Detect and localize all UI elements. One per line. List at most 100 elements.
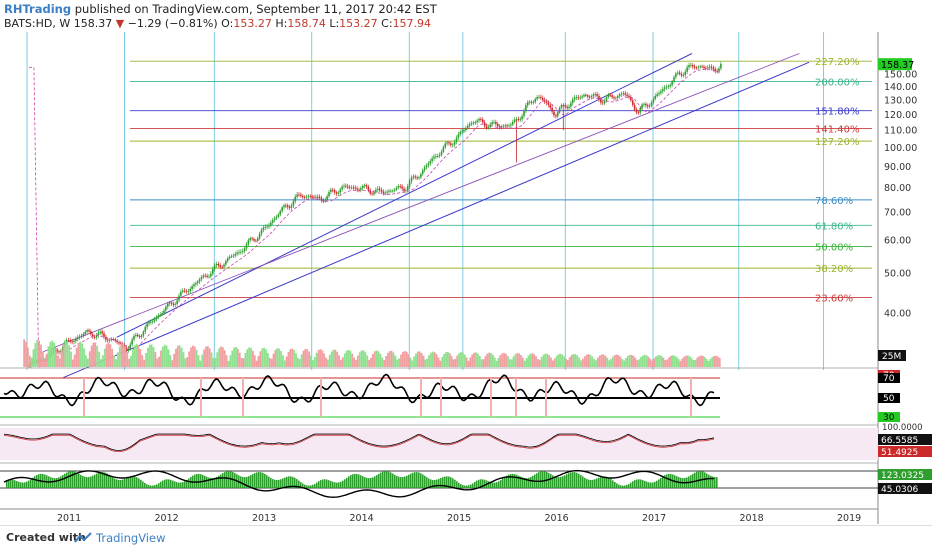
candle-body xyxy=(320,198,323,201)
candle-body xyxy=(213,265,216,270)
candle-body xyxy=(487,127,490,128)
candle-body xyxy=(316,196,319,198)
price-chart[interactable]: 23.60% 38.20% 50.00% 61.80% 78.60% 127.20% 141… xyxy=(0,32,932,525)
volume-bar xyxy=(265,349,267,367)
channel-lower-line xyxy=(62,61,810,379)
candle-body xyxy=(360,188,362,190)
macd-bar xyxy=(306,485,308,488)
fib-level-label: 38.20% xyxy=(815,264,853,275)
volume-bar xyxy=(491,354,494,367)
candle-body xyxy=(680,73,683,76)
candle-body xyxy=(590,96,593,98)
volume-bar xyxy=(681,358,684,367)
time-axis-tick-label: 2013 xyxy=(252,513,276,524)
macd-bar xyxy=(574,472,576,488)
price-axis-tick-label: 80.00 xyxy=(884,183,911,194)
macd-value-tag xyxy=(878,483,932,494)
tradingview-link[interactable]: TradingView xyxy=(96,531,166,545)
candle-body xyxy=(67,340,70,341)
candle-body xyxy=(101,331,103,334)
candle-body xyxy=(645,103,647,106)
candle-body xyxy=(193,284,195,287)
volume-bar xyxy=(574,354,577,367)
candle-body xyxy=(204,275,207,277)
volume-bar xyxy=(231,350,234,367)
fib-level-label: 61.80% xyxy=(815,221,853,232)
fib-level-label: 151.80% xyxy=(815,107,860,118)
candle-body xyxy=(103,333,105,337)
macd-bar xyxy=(204,475,206,488)
volume-bar xyxy=(405,351,408,367)
candle-body xyxy=(676,72,679,74)
candle-body xyxy=(656,94,658,96)
candle-body xyxy=(217,263,220,266)
macd-bar xyxy=(532,475,534,488)
macd-bar xyxy=(320,480,322,488)
volume-bar xyxy=(278,348,281,367)
symbol-label[interactable]: BATS:HD, W xyxy=(4,17,71,30)
candle-body xyxy=(170,302,173,304)
macd-bar xyxy=(304,484,306,488)
candle-body xyxy=(339,189,342,193)
volume-bar xyxy=(173,353,176,367)
candle-body xyxy=(703,66,705,69)
publisher-name[interactable]: RHTrading xyxy=(4,2,72,16)
volume-bar xyxy=(319,349,322,367)
open-label: O: xyxy=(221,17,234,30)
volume-bar xyxy=(304,348,307,367)
volume-bar xyxy=(608,360,611,367)
volume-bar xyxy=(101,355,104,367)
macd-bar xyxy=(530,476,532,488)
macd-bar xyxy=(284,477,286,488)
macd-bar xyxy=(154,485,156,488)
macd-bar xyxy=(696,471,698,488)
macd-bar xyxy=(714,477,716,488)
candle-body xyxy=(450,143,452,145)
macd-bar xyxy=(412,472,414,488)
volume-bar xyxy=(660,356,663,367)
macd-bar xyxy=(460,484,462,488)
candle-body xyxy=(391,190,394,192)
volume-bar xyxy=(409,357,412,367)
macd-bar xyxy=(226,471,228,488)
time-axis-tick-label: 2011 xyxy=(57,513,81,524)
stoch-k-line xyxy=(3,433,715,451)
candle-body xyxy=(570,103,572,107)
volume-bar xyxy=(486,353,489,367)
candle-body xyxy=(309,195,312,197)
candle-body xyxy=(196,281,199,284)
candle-body xyxy=(571,99,574,104)
volume-bar xyxy=(443,353,446,367)
macd-bar xyxy=(244,477,246,488)
candle-body xyxy=(172,303,175,305)
last-price-tag xyxy=(878,58,912,71)
candle-body xyxy=(268,225,270,227)
volume-bar xyxy=(604,355,607,367)
macd-bar xyxy=(142,481,144,488)
volume-bar xyxy=(30,357,33,367)
candle-body xyxy=(444,143,447,148)
candle-body xyxy=(693,66,696,68)
candle-body xyxy=(652,99,655,103)
macd-bar xyxy=(452,478,454,488)
volume-bar xyxy=(356,355,359,367)
volume-bar xyxy=(186,357,189,367)
volume-bar xyxy=(310,355,312,367)
candle-body xyxy=(397,186,400,188)
candle-body xyxy=(418,177,420,179)
macd-bar xyxy=(590,480,592,488)
macd-bar xyxy=(542,471,544,488)
volume-bar xyxy=(355,359,357,367)
candle-body xyxy=(547,102,550,105)
volume-bar xyxy=(25,341,27,367)
volume-bar xyxy=(306,349,309,367)
volume-bar xyxy=(548,355,551,367)
volume-bar xyxy=(520,354,522,367)
candle-body xyxy=(88,330,90,332)
macd-bar xyxy=(322,479,324,488)
candle-body xyxy=(671,81,673,85)
candle-body xyxy=(697,66,700,68)
macd-bar xyxy=(420,473,422,488)
candle-body xyxy=(635,109,638,113)
volume-bar xyxy=(565,359,567,367)
